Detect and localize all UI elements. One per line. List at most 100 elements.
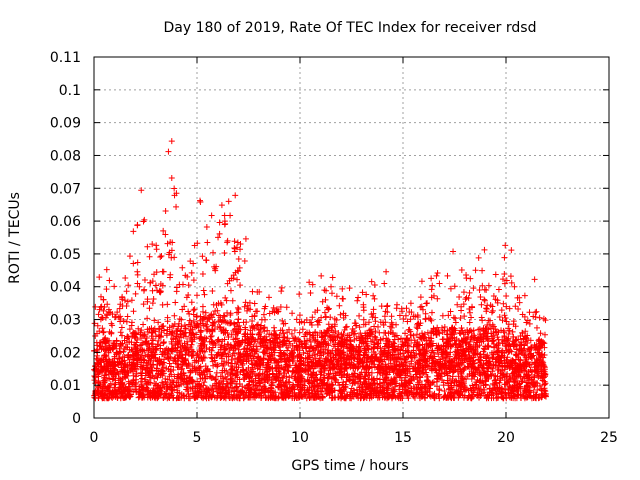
data-point [527,344,534,351]
data-point [460,331,467,338]
data-point [275,342,282,349]
data-point [100,329,107,336]
data-point [149,300,156,307]
data-point [158,252,165,259]
data-point [209,287,216,294]
data-point [134,271,141,278]
data-point [407,300,414,307]
data-point [261,328,268,335]
data-point [495,286,502,293]
data-point [224,239,231,246]
data-point [114,309,121,316]
data-point [235,256,242,263]
data-point [264,327,271,334]
data-point [428,275,435,282]
data-point [536,314,543,321]
data-point [242,235,249,242]
data-point [251,338,258,345]
data-point [444,272,451,279]
data-point [453,354,460,361]
data-point [218,202,225,209]
data-point [231,350,238,357]
data-point [436,280,443,287]
data-point [240,319,247,326]
data-point [132,290,139,297]
data-point [439,366,446,373]
data-point [354,297,361,304]
data-point [356,312,363,319]
data-point [167,274,174,281]
data-point [208,311,215,318]
data-point [277,303,284,310]
data-point [171,254,178,261]
data-point [134,259,141,266]
data-point [157,289,164,296]
data-point [297,354,304,361]
data-point [160,227,167,234]
data-point [300,349,307,356]
data-point [501,280,508,287]
data-point [306,348,313,355]
data-point [508,247,515,254]
data-point [460,301,467,308]
data-point [430,349,437,356]
data-point [236,264,243,271]
data-point [296,291,303,298]
data-point [417,294,424,301]
data-point [501,271,508,278]
data-point [421,345,428,352]
data-point [159,268,166,275]
data-point [463,271,470,278]
data-point [470,285,477,292]
data-point [322,314,329,321]
data-point [133,370,140,377]
data-point [503,303,510,310]
data-point [138,372,145,379]
data-point [231,238,238,245]
data-point [222,294,229,301]
data-point [208,347,215,354]
data-point [144,243,151,250]
data-point [144,298,151,305]
data-point [185,282,192,289]
data-point [400,315,407,322]
data-point [306,279,313,286]
data-point [271,324,278,331]
data-point [289,310,296,317]
data-point [457,330,464,337]
data-point [140,321,147,328]
data-point [119,293,126,300]
data-point [193,292,200,299]
data-point [106,277,113,284]
data-point [178,323,185,330]
data-point [193,393,200,400]
data-point [130,228,137,235]
data-point [216,230,223,237]
data-point [160,339,167,346]
data-point [164,240,171,247]
data-point [426,355,433,362]
data-point [170,367,177,374]
data-point [197,198,204,205]
data-point [472,267,479,274]
data-point [261,384,268,391]
data-point [536,382,543,389]
data-point [178,391,185,398]
data-point [537,330,544,337]
data-point [441,387,448,394]
data-point [221,212,228,219]
data-point [152,282,159,289]
data-point [371,282,378,289]
data-point [325,371,332,378]
data-point [460,289,467,296]
data-point [111,283,118,290]
data-point [507,273,514,280]
data-point [307,290,314,297]
data-point [173,333,180,340]
data-point [168,174,175,181]
data-point [417,304,424,311]
data-point [139,375,146,382]
data-point [449,373,456,380]
data-point [296,312,303,319]
